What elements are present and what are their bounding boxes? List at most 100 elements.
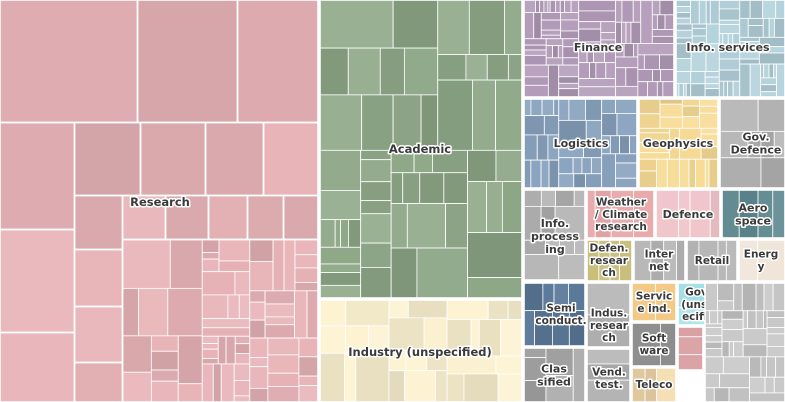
treemap-cell-info-services [776, 63, 785, 98]
treemap-cell-logistics [609, 135, 620, 155]
treemap-cell-logistics [558, 173, 575, 189]
treemap-cell-research [238, 294, 251, 320]
treemap-cell-info-services [760, 63, 765, 79]
treemap-cell-unlabeled-26 [704, 323, 723, 328]
treemap-cell-geophysics [708, 158, 719, 189]
treemap-cell-finance [547, 64, 560, 98]
treemap-cell-academic [360, 242, 392, 268]
treemap-cell-research [212, 363, 222, 402]
treemap-cell-unlabeled-26 [773, 376, 785, 394]
treemap-cell-research [122, 195, 166, 240]
treemap-cell-industry-unspecified [355, 352, 390, 402]
treemap-cell-research [234, 335, 251, 345]
treemap-cell-logistics [540, 159, 550, 189]
treemap-cell-research [201, 239, 220, 254]
treemap-cell-geophysics [681, 116, 700, 129]
treemap-cell-research [218, 260, 251, 273]
treemap-cell-logistics [568, 98, 586, 121]
treemap-cell-finance [563, 0, 572, 13]
treemap-cell-info-services [762, 0, 777, 19]
treemap-cell-academic [495, 79, 523, 151]
treemap-cell-finance [589, 62, 597, 79]
treemap-cell-finance [615, 67, 627, 87]
treemap-cell-classified [545, 347, 574, 377]
treemap-cell-unlabeled-26 [713, 387, 730, 402]
treemap-cell-research [177, 383, 203, 402]
treemap-cell-unlabeled-26 [760, 356, 767, 378]
treemap-cell-info-services [704, 76, 720, 85]
treemap-cell-info-services [718, 58, 741, 71]
treemap-cell-research [122, 287, 139, 337]
treemap-cell-logistics [558, 98, 570, 121]
treemap-cell-finance [578, 0, 617, 12]
treemap-cell-unlabeled-26 [704, 373, 721, 389]
treemap-cell-academic [419, 172, 445, 204]
treemap-cell-academic [347, 47, 381, 96]
treemap-cell-industry-unspecified [407, 299, 448, 319]
treemap-cell-info-services [739, 17, 749, 38]
treemap-cell-info-services [723, 80, 728, 98]
treemap-cell-unlabeled-26 [704, 356, 724, 375]
treemap-cell-logistics [553, 98, 560, 116]
treemap-cell-academic [504, 0, 523, 55]
treemap-cell-research [249, 301, 266, 321]
treemap-cell-research [122, 371, 152, 402]
treemap-cell-unlabeled-26 [766, 310, 785, 318]
treemap-cell-academic [443, 172, 468, 204]
treemap-cell-research [201, 327, 251, 337]
treemap-cell-unlabeled-26 [704, 335, 723, 343]
treemap-cell-academic [437, 79, 473, 151]
treemap-cell-finance [637, 54, 645, 70]
treemap-cell-unlabeled-25 [677, 354, 704, 371]
treemap-group-border [719, 98, 785, 189]
treemap-cell-logistics [629, 135, 638, 155]
treemap-label-geophysics: Geophysics [643, 137, 714, 150]
treemap-cell-industry-unspecified [507, 299, 523, 320]
treemap-cell-industry-unspecified [487, 299, 509, 320]
treemap-group-border [704, 282, 785, 402]
treemap-cell-research [267, 354, 300, 374]
treemap-cell-finance [625, 67, 639, 87]
treemap-cell-academic [379, 47, 405, 96]
treemap-cell-finance [558, 76, 580, 84]
treemap-cell-info-processing [555, 189, 575, 207]
treemap-cell-finance [605, 62, 617, 79]
treemap-cell-info-services [691, 23, 707, 29]
treemap-cell-unlabeled-26 [704, 348, 723, 358]
treemap-cell-unlabeled-26 [742, 310, 748, 330]
treemap-cell-unlabeled-26 [721, 318, 744, 331]
treemap-cell-info-services [698, 0, 707, 25]
treemap-cell-geophysics [638, 127, 671, 134]
treemap-cell-info-services [705, 0, 711, 25]
treemap-cell-research [233, 363, 251, 381]
treemap-cell-info-services [690, 0, 700, 25]
treemap-label-inter-net: Inter net [645, 249, 675, 273]
treemap-cell-info-services [718, 24, 741, 35]
treemap-group-border [655, 189, 721, 239]
treemap-cell-research [234, 343, 251, 354]
treemap-cell-academic [465, 54, 488, 81]
treemap-cell-info-services [691, 27, 707, 37]
treemap-group-border [0, 0, 319, 402]
treemap-cell-info-services [739, 0, 751, 19]
treemap-cell-unlabeled-26 [719, 373, 750, 389]
treemap-cell-unlabeled-26 [749, 392, 785, 402]
treemap-cell-unlabeled-26 [728, 387, 750, 402]
treemap-cell-research [283, 239, 296, 292]
treemap-cell-unlabeled-26 [717, 300, 735, 312]
treemap-cell-research [74, 362, 123, 402]
treemap-cell-finance [558, 64, 580, 78]
treemap-cell-research [150, 335, 179, 352]
treemap-label-teleco: Teleco [635, 379, 672, 391]
treemap-cell-research [249, 239, 274, 262]
treemap-cell-logistics [523, 159, 532, 189]
treemap-cell-academic [360, 159, 392, 183]
treemap-cell-finance [523, 64, 549, 78]
treemap-cell-unlabeled-26 [763, 310, 768, 330]
treemap-cell-unlabeled-26 [766, 333, 785, 347]
treemap-cell-logistics [541, 98, 555, 116]
treemap-cell-research [237, 0, 319, 123]
treemap-label-software: Soft ware [639, 333, 668, 357]
treemap-group-border [631, 322, 677, 367]
treemap-group-border [319, 299, 523, 402]
